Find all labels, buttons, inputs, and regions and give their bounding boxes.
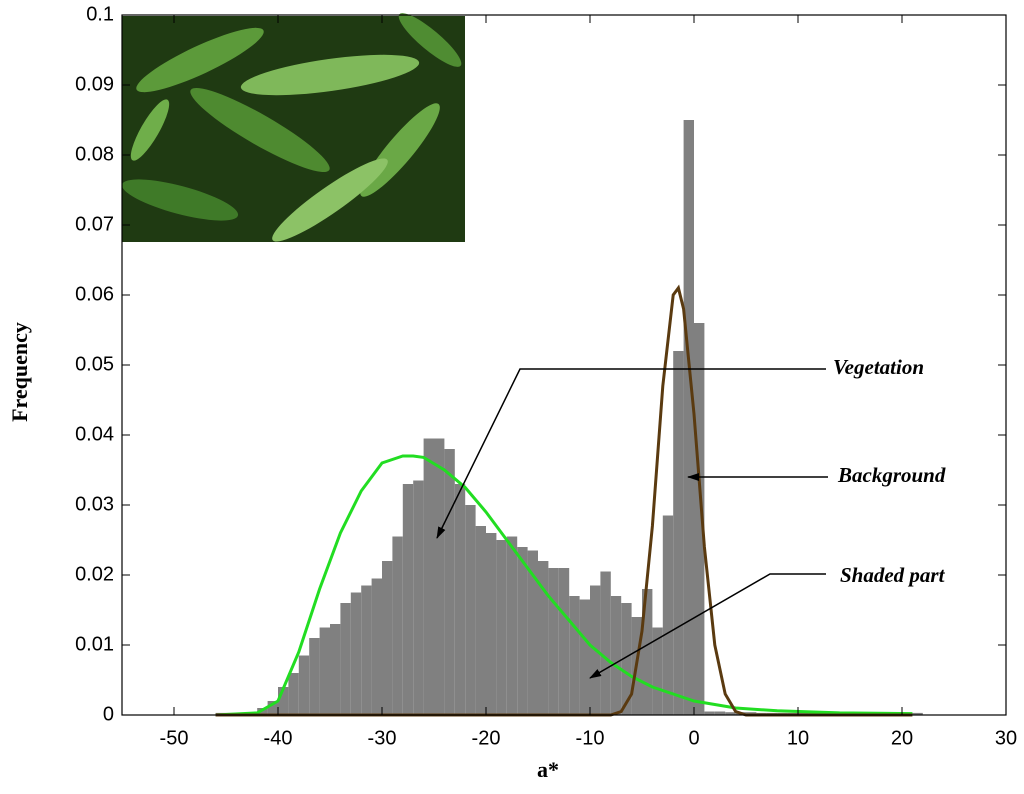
histogram-bar [298, 655, 310, 715]
histogram-bar [683, 120, 694, 715]
histogram-bar [548, 568, 559, 715]
histogram-bar [309, 638, 320, 715]
x-tick-label: -30 [368, 727, 397, 749]
x-tick-label: -20 [472, 727, 501, 749]
x-tick-label: -40 [264, 727, 293, 749]
histogram-bar [486, 533, 497, 715]
histogram-bar [912, 712, 923, 715]
histogram-bar [340, 603, 351, 715]
histogram-bar [538, 561, 549, 715]
histogram-bar [621, 603, 632, 715]
histogram-bar [361, 585, 372, 715]
fit-curve [215, 454, 913, 717]
histogram-bar [392, 536, 403, 715]
histogram-bar [454, 484, 466, 715]
x-tick-label: 10 [787, 727, 809, 749]
histogram-bar [569, 596, 580, 715]
histogram-bar [652, 627, 663, 715]
histogram-bar [330, 624, 341, 715]
histogram-bar [517, 547, 528, 715]
y-tick-label: 0.06 [75, 283, 114, 305]
histogram-bar [694, 323, 705, 715]
histogram-bar [413, 480, 424, 715]
histogram-bar [673, 351, 684, 715]
annotation: Vegetation [833, 355, 924, 379]
histogram-bar [600, 571, 611, 715]
histogram-bar [662, 515, 674, 715]
y-tick-label: 0.07 [75, 213, 114, 235]
histogram-bar [350, 592, 362, 715]
histogram-bar [267, 701, 278, 715]
y-tick-label: 0.05 [75, 353, 114, 375]
histogram-bar [527, 550, 538, 715]
y-tick-label: 0.09 [75, 73, 114, 95]
histogram-bar [558, 568, 570, 715]
histogram-bar [506, 536, 518, 715]
annotation: Shaded part [840, 563, 946, 587]
histogram-bar [423, 438, 434, 715]
histogram-bar [610, 596, 622, 715]
inset-photo [121, 13, 465, 242]
histogram-bar [579, 599, 590, 715]
y-tick-label: 0.1 [86, 3, 114, 25]
y-tick-label: 0.04 [75, 423, 114, 445]
histogram-bar [371, 578, 382, 715]
histogram-bar [382, 561, 393, 715]
histogram-bar [496, 540, 507, 715]
y-tick-label: 0.02 [75, 563, 114, 585]
histogram-bar [278, 687, 289, 715]
y-tick-label: 0.03 [75, 493, 114, 515]
histogram-bar [319, 627, 330, 715]
histogram-bar [642, 589, 653, 715]
x-tick-label: 30 [995, 727, 1017, 749]
plot-area [215, 120, 923, 717]
x-tick-label: 0 [688, 727, 699, 749]
x-axis-label: a* [537, 757, 559, 782]
histogram-bar [402, 484, 414, 715]
histogram-bar [475, 526, 486, 715]
histogram-bar [725, 712, 736, 715]
fit-curve [215, 284, 913, 717]
y-tick-label: 0.08 [75, 143, 114, 165]
x-tick-label: -50 [160, 727, 189, 749]
x-tick-label: 20 [891, 727, 913, 749]
x-tick-label: -10 [576, 727, 605, 749]
y-tick-label: 0.01 [75, 633, 114, 655]
y-tick-label: 0 [103, 703, 114, 725]
annotation: Background [837, 463, 946, 487]
histogram-bar [444, 449, 455, 715]
histogram-bar [434, 438, 445, 715]
y-axis-label: Frequency [7, 322, 32, 422]
histogram-bar [704, 711, 715, 715]
histogram-bar [288, 673, 299, 715]
histogram-bar [714, 711, 726, 715]
annotation-arrows [436, 368, 828, 679]
histogram-bar [465, 505, 476, 715]
